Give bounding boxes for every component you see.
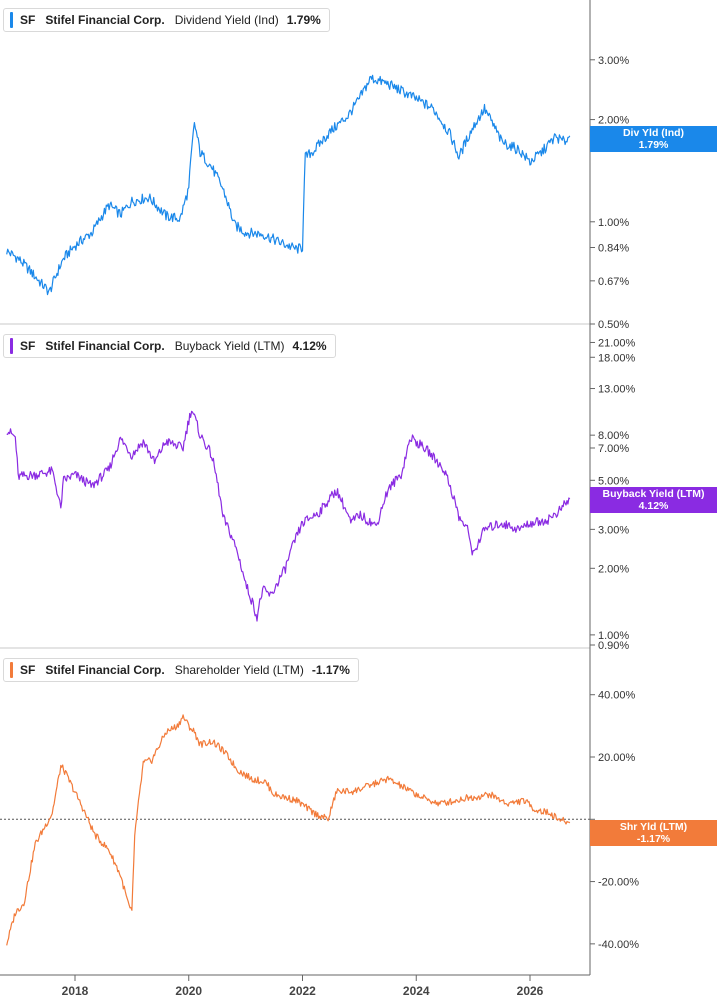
dividend-y-tick-label: 0.50% xyxy=(598,319,629,331)
buyback-panel: 21.00% 18.00% 13.00% 8.00%7.00% 5.00% 3.00% 2.… xyxy=(0,323,636,652)
dividend-legend-metric: Dividend Yield (Ind) xyxy=(174,13,279,27)
dividend-flag-label: Div Yld (Ind) xyxy=(622,127,685,139)
buyback-legend-value: 4.12% xyxy=(292,339,327,353)
dividend-panel: 3.00% 2.00% 1.00% 0.84% 0.67% 0.50% xyxy=(6,55,629,331)
buyback-y-tick-label: 18.00% xyxy=(598,352,636,364)
buyback-y-tick-label: 5.00% xyxy=(598,475,629,487)
dividend-legend[interactable]: SF Stifel Financial Corp. Dividend Yield… xyxy=(3,8,330,32)
dividend-series-line[interactable] xyxy=(6,74,571,296)
dividend-legend-company: Stifel Financial Corp. xyxy=(45,13,165,27)
buyback-y-tick-label: 13.00% xyxy=(598,384,636,396)
dividend-flag-value: 1.79% xyxy=(638,139,669,151)
shareholder-flag-value: -1.17% xyxy=(636,833,671,845)
shareholder-y-tick-label: -20.00% xyxy=(598,877,639,889)
buyback-y-tick-label: 3.00% xyxy=(598,524,629,536)
shareholder-legend-value: -1.17% xyxy=(311,663,350,677)
buyback-series-line[interactable] xyxy=(6,410,571,622)
buyback-y-tick-label: 8.00% xyxy=(598,430,629,442)
buyback-flag-value: 4.12% xyxy=(638,500,669,512)
buyback-legend-company: Stifel Financial Corp. xyxy=(45,339,165,353)
dividend-y-tick-label: 0.84% xyxy=(598,242,629,254)
dividend-y-tick-label: 3.00% xyxy=(598,55,629,67)
buyback-legend-swatch xyxy=(10,338,13,354)
x-tick-label: 2018 xyxy=(62,984,89,998)
x-tick-label: 2022 xyxy=(289,984,316,998)
buyback-legend-metric: Buyback Yield (LTM) xyxy=(174,339,285,353)
shareholder-value-flag: Shr Yld (LTM) -1.17% xyxy=(590,820,717,846)
x-tick-label: 2026 xyxy=(517,984,544,998)
buyback-legend[interactable]: SF Stifel Financial Corp. Buyback Yield … xyxy=(3,334,336,358)
shareholder-legend-company: Stifel Financial Corp. xyxy=(45,663,165,677)
buyback-value-flag: Buyback Yield (LTM) 4.12% xyxy=(590,487,717,513)
buyback-y-tick-label: 0.90% xyxy=(598,640,629,652)
buyback-y-tick-label: 2.00% xyxy=(598,563,629,575)
shareholder-legend-metric: Shareholder Yield (LTM) xyxy=(174,663,304,677)
dividend-y-tick-label: 2.00% xyxy=(598,115,629,127)
dividend-y-tick-label: 1.00% xyxy=(598,217,629,229)
buyback-y-tick-label: 7.00% xyxy=(598,443,629,455)
shareholder-legend-ticker: SF xyxy=(20,663,36,677)
buyback-y-tick-label: 21.00% xyxy=(598,337,636,349)
buyback-legend-ticker: SF xyxy=(20,339,36,353)
dividend-legend-swatch xyxy=(10,12,13,28)
shareholder-legend-swatch xyxy=(10,662,13,678)
dividend-value-flag: Div Yld (Ind) 1.79% xyxy=(590,126,717,152)
x-tick-label: 2024 xyxy=(403,984,430,998)
dividend-legend-ticker: SF xyxy=(20,13,36,27)
shareholder-y-tick-label: -40.00% xyxy=(598,939,639,951)
dividend-y-tick-label: 0.67% xyxy=(598,276,629,288)
x-tick-label: 2020 xyxy=(175,984,202,998)
shareholder-y-tick-label: 40.00% xyxy=(598,690,636,702)
shareholder-y-tick-label: 20.00% xyxy=(598,752,636,764)
shareholder-panel: 40.00% 20.00% -20.00% -40.00% xyxy=(0,647,639,951)
buyback-flag-label: Buyback Yield (LTM) xyxy=(602,488,705,500)
shareholder-flag-label: Shr Yld (LTM) xyxy=(619,821,688,833)
dividend-legend-value: 1.79% xyxy=(286,13,321,27)
shareholder-legend[interactable]: SF Stifel Financial Corp. Shareholder Yi… xyxy=(3,658,359,682)
shareholder-series-line[interactable] xyxy=(6,714,571,946)
buyback-y-tick-label: 1.00% xyxy=(598,630,629,642)
